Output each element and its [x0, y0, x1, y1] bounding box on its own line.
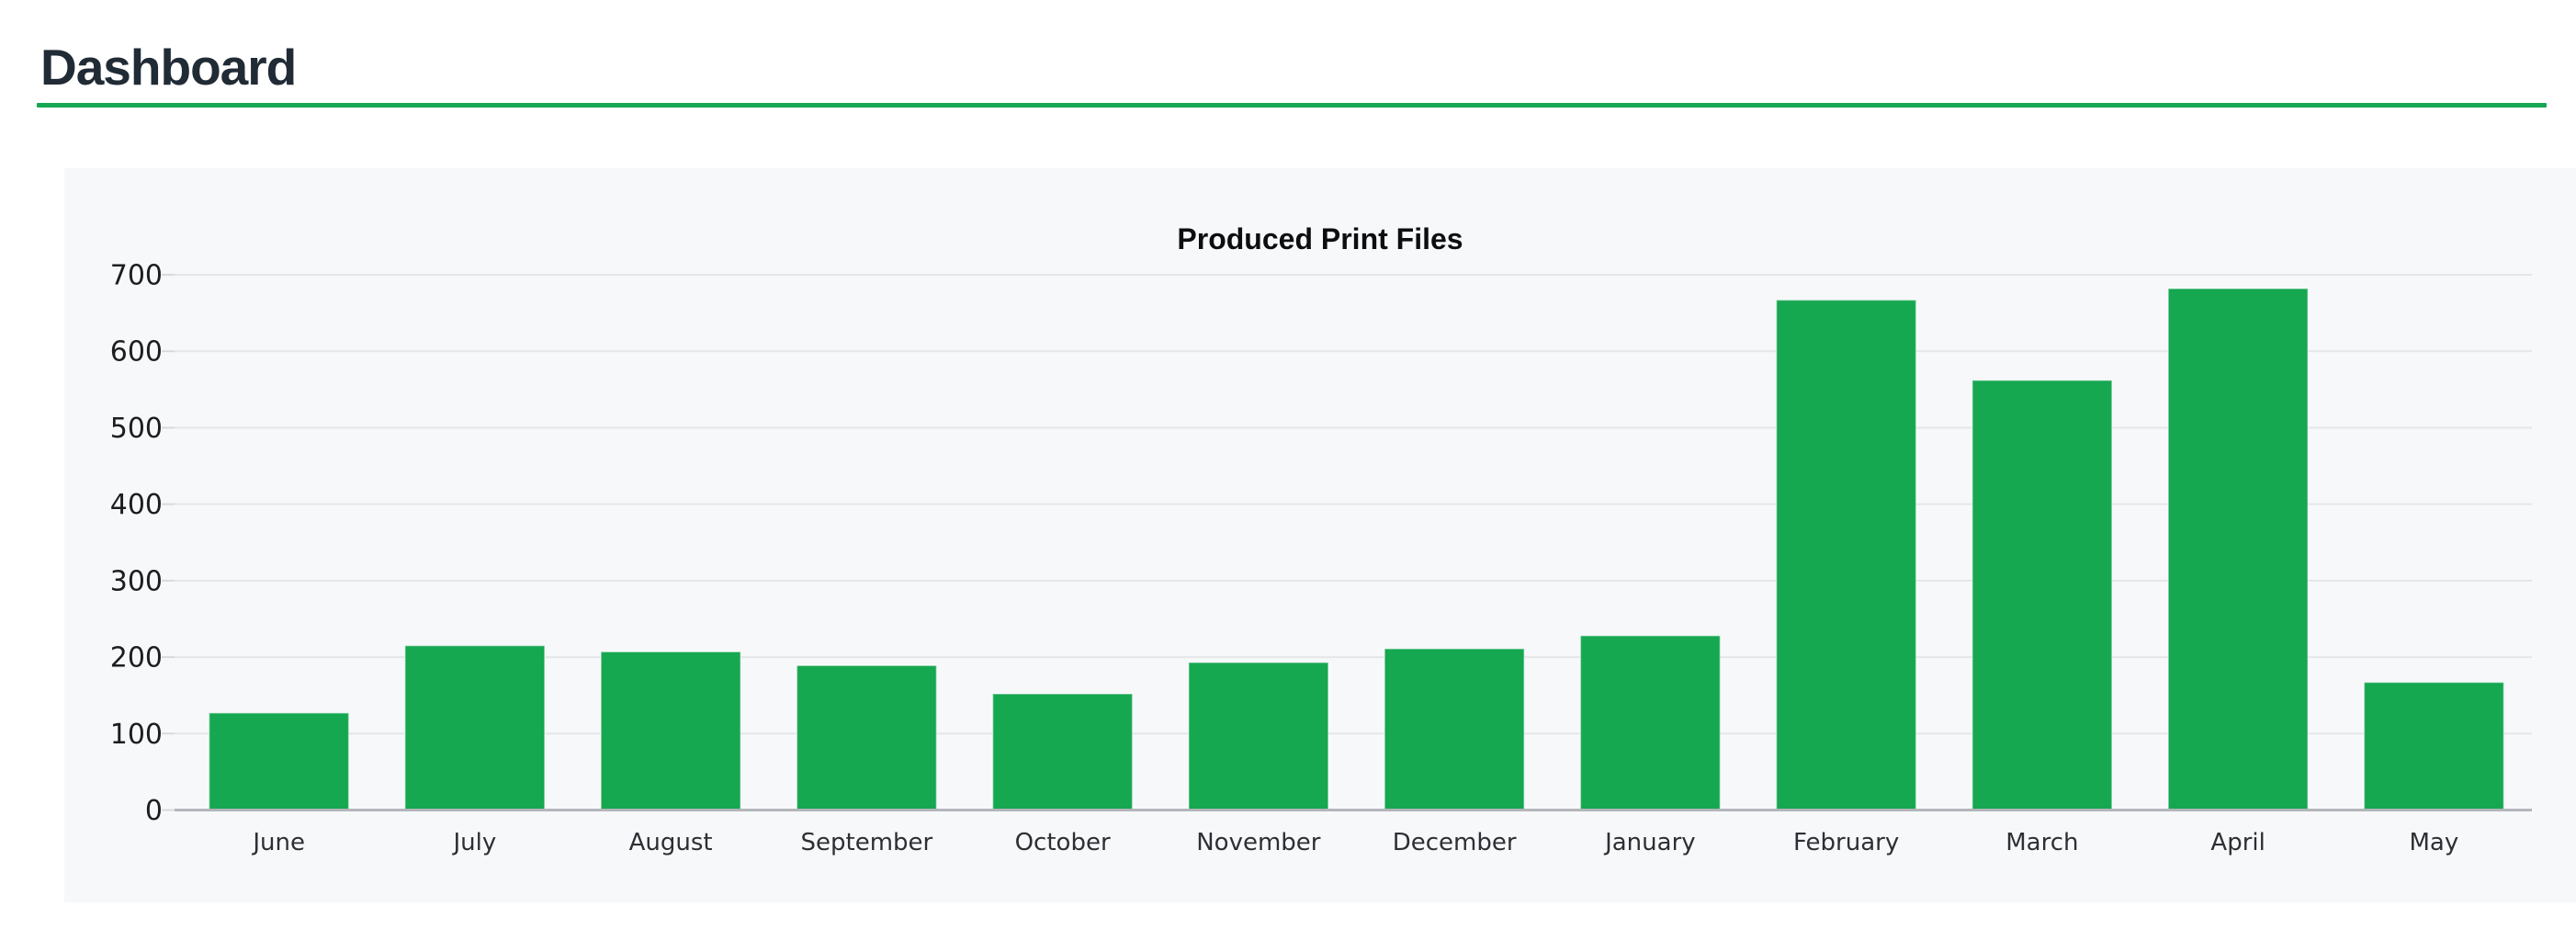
ytick-label-500: 500 — [110, 413, 163, 445]
xtick-label-september: September — [801, 829, 933, 856]
xtick-label-june: June — [251, 829, 305, 856]
xtick-label-may: May — [2409, 829, 2458, 856]
bar-april[interactable] — [2167, 288, 2309, 811]
bar-august[interactable] — [600, 651, 741, 811]
xtick-label-february: February — [1793, 829, 1899, 856]
ytick-label-400: 400 — [110, 489, 163, 521]
ytick-label-600: 600 — [110, 336, 163, 368]
bar-september[interactable] — [796, 664, 938, 811]
xtick-label-october: October — [1015, 829, 1111, 856]
page-title: Dashboard — [40, 39, 297, 96]
bar-november[interactable] — [1188, 662, 1329, 811]
ytick-label-300: 300 — [110, 565, 163, 597]
xtick-label-march: March — [2005, 829, 2078, 856]
header-underline-accent — [37, 103, 2547, 108]
xtick-label-august: August — [629, 829, 713, 856]
xtick-label-april: April — [2210, 829, 2265, 856]
bar-march[interactable] — [1972, 380, 2113, 811]
xtick-label-july: July — [451, 829, 496, 856]
bar-february[interactable] — [1775, 299, 1917, 811]
xtick-label-december: December — [1393, 829, 1517, 856]
ytick-label-0: 0 — [145, 795, 163, 827]
ytick-label-700: 700 — [110, 260, 163, 292]
bar-january[interactable] — [1579, 635, 1722, 811]
xtick-label-november: November — [1196, 829, 1321, 856]
bar-july[interactable] — [404, 644, 546, 811]
bar-may[interactable] — [2363, 681, 2505, 811]
ytick-label-200: 200 — [110, 642, 163, 675]
xtick-label-january: January — [1603, 829, 1696, 856]
bar-june[interactable] — [208, 712, 350, 811]
chart-title: Produced Print Files — [1177, 222, 1463, 255]
bar-december[interactable] — [1384, 648, 1525, 811]
ytick-label-100: 100 — [110, 719, 163, 751]
bar-october[interactable] — [991, 693, 1134, 811]
